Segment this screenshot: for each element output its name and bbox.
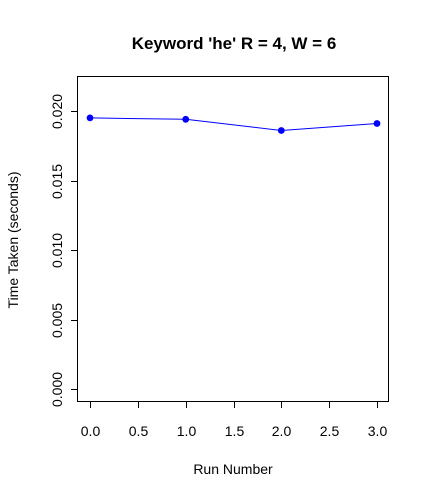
data-point xyxy=(373,120,381,127)
x-tick-label: 1.0 xyxy=(177,423,197,439)
y-tick-label: 0.005 xyxy=(49,303,65,338)
x-tick-label: 1.5 xyxy=(225,423,245,439)
x-tick-label: 2.0 xyxy=(272,423,292,439)
x-tick-label: 0.5 xyxy=(129,423,149,439)
x-axis: 0.0 0.5 1.0 1.5 2.0 2.5 3.0 xyxy=(81,401,388,439)
y-tick-label: 0.015 xyxy=(49,164,65,199)
chart-title: Keyword 'he' R = 4, W = 6 xyxy=(132,34,337,53)
series-layer xyxy=(86,114,381,134)
y-tick-label: 0.020 xyxy=(49,94,65,129)
series-line xyxy=(89,117,378,132)
y-tick-label: 0.010 xyxy=(49,233,65,268)
x-tick-label: 2.5 xyxy=(320,423,340,439)
x-tick-label: 3.0 xyxy=(368,423,388,439)
y-axis: 0.000 0.005 0.010 0.015 0.020 xyxy=(49,94,78,407)
x-axis-label: Run Number xyxy=(193,461,273,477)
y-axis-label: Time Taken (seconds) xyxy=(5,172,21,309)
y-tick-label: 0.000 xyxy=(49,372,65,407)
data-point xyxy=(277,127,285,134)
data-point xyxy=(182,115,190,123)
data-point xyxy=(86,114,94,122)
x-tick-label: 0.0 xyxy=(81,423,101,439)
plot-frame xyxy=(77,76,389,402)
